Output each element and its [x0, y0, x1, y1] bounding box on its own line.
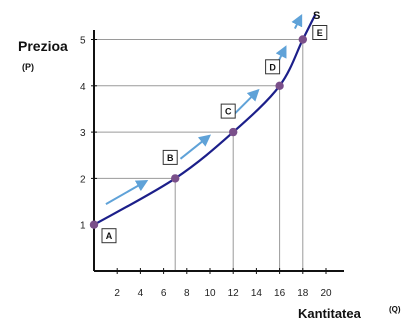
x-tick-label: 14 — [251, 288, 263, 299]
point-A — [89, 220, 99, 229]
guide-lines — [94, 39, 304, 271]
series-label-s: S — [313, 10, 320, 22]
y-tick-label: 1 — [80, 221, 86, 232]
movement-arrows — [105, 14, 303, 205]
label-box-E — [312, 25, 328, 40]
point-D — [275, 81, 284, 91]
arrow-B — [179, 134, 212, 160]
x-tick-labels: 2 4 6 8 10 12 14 16 18 20 — [114, 288, 332, 299]
x-tick-label: 4 — [138, 288, 144, 299]
x-tick-label: 16 — [274, 288, 286, 299]
arrow-A — [105, 179, 149, 205]
label-box-C — [220, 103, 236, 119]
x-tick-label: 2 — [114, 288, 120, 299]
y-tick-labels: 1 2 3 4 5 — [80, 36, 86, 232]
x-axis-title: Kantitatea — [298, 306, 362, 321]
data-points — [89, 35, 307, 229]
label-text-E: E — [317, 28, 323, 38]
x-tick-label: 12 — [228, 288, 240, 299]
label-box-B — [162, 149, 178, 165]
label-text-C: C — [225, 107, 232, 117]
supply-curve-line — [93, 13, 317, 226]
point-B — [171, 174, 180, 183]
y-tick-label: 4 — [80, 82, 86, 93]
y-tick-label: 5 — [80, 36, 86, 47]
x-axis-unit: (Q) — [389, 305, 401, 314]
x-tick-label: 20 — [320, 288, 332, 299]
axes — [91, 30, 344, 274]
label-box-D — [265, 59, 281, 75]
label-text-A: A — [106, 231, 113, 241]
arrow-C — [234, 88, 260, 115]
y-axis-unit: (P) — [22, 62, 34, 72]
point-C — [229, 127, 238, 137]
x-tick-label: 8 — [184, 288, 190, 299]
y-axis-title: Prezioa — [18, 38, 68, 54]
point-E — [298, 35, 307, 44]
x-tick-label: 18 — [297, 288, 309, 299]
x-tick-label: 10 — [204, 288, 216, 299]
label-text-D: D — [269, 62, 276, 72]
arrow-E — [291, 14, 303, 29]
y-tick-label: 3 — [80, 128, 86, 139]
label-text-B: B — [167, 153, 174, 163]
point-label-boxes: A B C D E — [101, 25, 328, 244]
label-box-A — [101, 228, 117, 244]
x-tick-label: 6 — [161, 288, 167, 299]
supply-curve — [93, 13, 317, 226]
y-tick-label: 2 — [80, 174, 86, 185]
